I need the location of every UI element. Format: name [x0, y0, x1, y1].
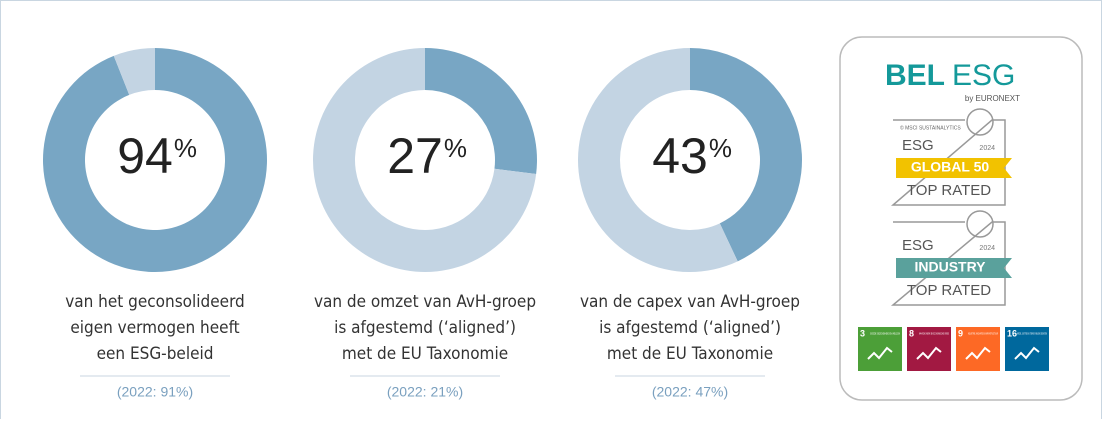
sdg-label: INDUSTRIE, INNOVATIE EN INFRASTRUCTUUR [968, 333, 998, 336]
caption-line: een ESG-beleid [97, 344, 214, 364]
sdg-tile [858, 327, 902, 371]
note: (2022: 47%) [652, 384, 728, 400]
donut-segment [690, 48, 802, 262]
sdg-tile [1005, 327, 1049, 371]
sdg-number: 16 [1007, 328, 1017, 338]
badge-title: ESG [902, 237, 934, 254]
caption-line: met de EU Taxonomie [342, 344, 508, 364]
sdg-number: 3 [860, 328, 865, 338]
caption-line: is afgestemd (‘aligned’) [334, 318, 516, 338]
donut-chart: 43 % van de capex van AvH-groep is afgestem… [577, 48, 802, 400]
sdg-number: 8 [909, 328, 914, 338]
badge-year: 2024 [979, 145, 995, 152]
badge: © MSCI SUSTAINALYTICS ESG 2024 GLOBAL 50… [890, 108, 1012, 206]
sdg-number: 9 [958, 328, 963, 338]
badge-banner-bg [896, 258, 1012, 278]
caption-line: van de omzet van AvH-groep [314, 292, 536, 312]
badge-title: ESG [902, 137, 934, 154]
percent-value: 43 [652, 128, 708, 184]
percent-value: 94 [117, 128, 173, 184]
badge-banner-bg [896, 158, 1012, 178]
note: (2022: 91%) [117, 384, 193, 400]
caption-line: met de EU Taxonomie [607, 344, 773, 364]
sdg-pictogram [1014, 346, 1040, 360]
badge-check [966, 210, 994, 238]
percent-value: 27 [387, 128, 443, 184]
badge-banner: GLOBAL 50 [911, 159, 990, 175]
badge: ESG 2024 INDUSTRY TOP RATED [890, 210, 1012, 306]
sdg-icon: 3 GOEDE GEZONDHEID EN WELZIJN [858, 327, 902, 371]
percent-unit: % [174, 133, 197, 163]
donut-segment [312, 48, 537, 272]
caption-line: is afgestemd (‘aligned’) [599, 318, 781, 338]
badge-rating: TOP RATED [907, 182, 991, 199]
badge-year: 2024 [979, 245, 995, 252]
sdg-tile [907, 327, 951, 371]
sdg-icon: 8 WAARDIG WERK EN ECONOMISCHE GROEI [907, 327, 951, 371]
sdg-pictogram [965, 346, 991, 360]
logo-brand: BEL [885, 59, 945, 92]
percent-unit: % [709, 133, 732, 163]
badge-source: © MSCI SUSTAINALYTICS [900, 124, 961, 131]
sdg-tile [956, 327, 1000, 371]
logo-suffix: ESG [952, 59, 1015, 92]
sdg-label: WAARDIG WERK EN ECONOMISCHE GROEI [919, 333, 949, 336]
caption-line: van het geconsolideerd [65, 292, 245, 312]
donut-segment [42, 48, 267, 272]
badge-banner: INDUSTRY [914, 259, 986, 275]
caption-line: eigen vermogen heeft [70, 318, 239, 338]
caption-line: van de capex van AvH-groep [580, 292, 800, 312]
donut-chart: 27 % van de omzet van AvH-groep is afgestem… [312, 48, 537, 400]
donut-segment [113, 48, 155, 95]
sdg-pictogram [867, 346, 893, 360]
sdg-label: GOEDE GEZONDHEID EN WELZIJN [870, 333, 900, 336]
donut-segment [577, 48, 738, 272]
donut-chart: 94 % van het geconsolideerd eigen vermogen … [42, 48, 267, 400]
note: (2022: 21%) [387, 384, 463, 400]
sdg-icon: 16 VREDE, JUSTITIE EN STERKE PUBLIEKE DIE… [1005, 327, 1049, 371]
sdg-icon: 9 INDUSTRIE, INNOVATIE EN INFRASTRUCTUUR [956, 327, 1000, 371]
logo-byline: by EURONEXT [965, 94, 1020, 103]
esg-panel: BEL ESG by EURONEXT © MSCI SUSTAINALYTIC… [839, 36, 1083, 401]
percent-unit: % [444, 133, 467, 163]
badge-rating: TOP RATED [907, 282, 991, 299]
panel-box [839, 36, 1083, 401]
sdg-label: VREDE, JUSTITIE EN STERKE PUBLIEKE DIENS… [1017, 333, 1047, 336]
donut-segment [425, 48, 537, 175]
sdg-pictogram [916, 346, 942, 360]
badge-check [966, 108, 994, 136]
